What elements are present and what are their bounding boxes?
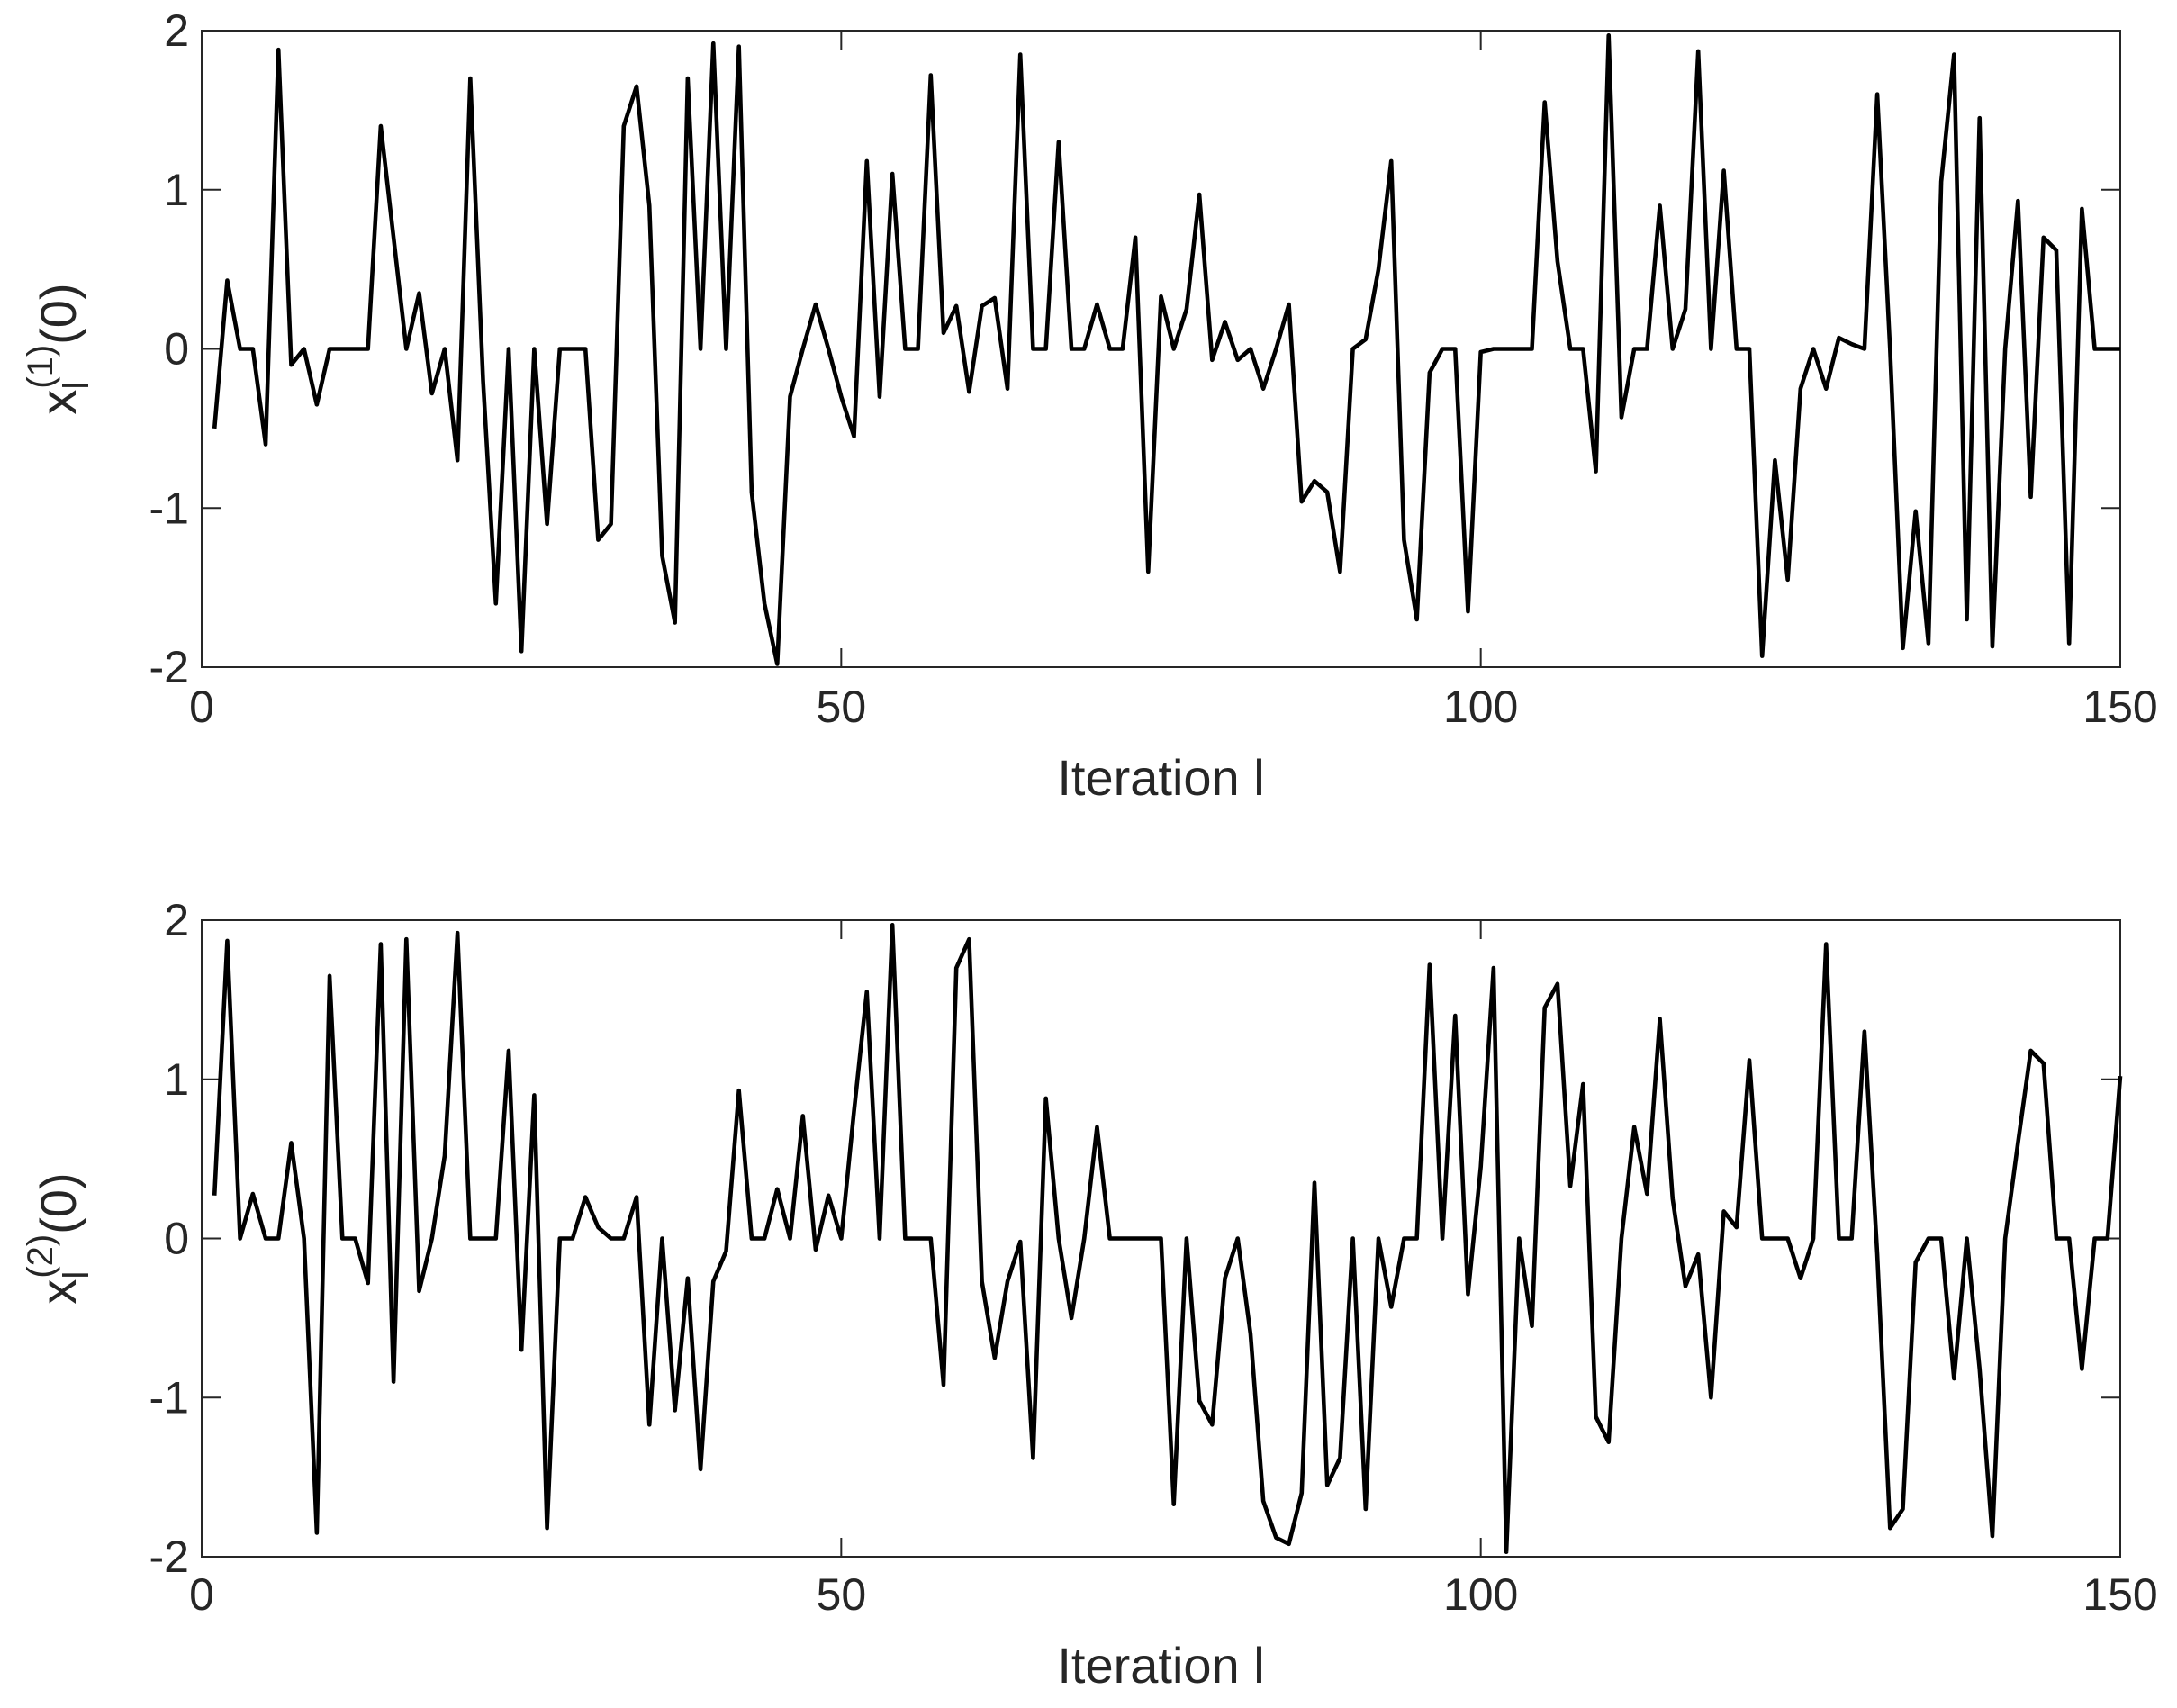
y-label-sub: l (57, 382, 96, 390)
x-tick-label: 150 (2082, 682, 2157, 732)
subplot: 0 50 100 150 -2 -1 0 1 2 Iteration l xl(1)(0) (21, 5, 2158, 806)
subplot: 0 50 100 150 -2 -1 0 1 2 Iteration l xl(2)(0) (21, 895, 2158, 1694)
y-axis-label: xl(1)(0) (21, 283, 96, 414)
y-tick-label: -2 (149, 642, 189, 692)
y-axis-label: xl(2)(0) (21, 1172, 96, 1304)
y-label-sup: (2) (21, 1234, 60, 1279)
x-tick-label: 100 (1443, 1569, 1518, 1620)
x-tick-label: 50 (817, 682, 867, 732)
data-line (212, 923, 2123, 1554)
y-label-sub: l (57, 1271, 96, 1279)
x-tick-label: 0 (189, 682, 214, 732)
y-label-base: x (30, 1279, 86, 1305)
x-tick-label: 0 (189, 1569, 214, 1620)
x-tick-label: 50 (817, 1569, 867, 1620)
x-axis-label: Iteration l (1057, 1637, 1264, 1694)
y-tick-label: 1 (164, 1054, 189, 1105)
y-label-base: x (30, 390, 86, 415)
y-tick-label: -1 (149, 1372, 189, 1423)
plot-area (201, 30, 2121, 668)
y-label-tail: (0) (30, 283, 86, 344)
y-tick-label: 2 (164, 895, 189, 945)
y-tick-label: -1 (149, 483, 189, 533)
y-tick-label: 2 (164, 5, 189, 56)
x-axis-label: Iteration l (1057, 749, 1264, 806)
x-tick-label: 150 (2082, 1569, 2157, 1620)
x-tick-label: 100 (1443, 682, 1518, 732)
y-tick-label: 1 (164, 165, 189, 215)
y-tick-label: 0 (164, 324, 189, 375)
data-line (212, 33, 2120, 666)
y-tick-label: 0 (164, 1214, 189, 1264)
y-label-tail: (0) (30, 1172, 86, 1234)
y-tick-label: -2 (149, 1532, 189, 1582)
y-label-sup: (1) (21, 345, 60, 389)
